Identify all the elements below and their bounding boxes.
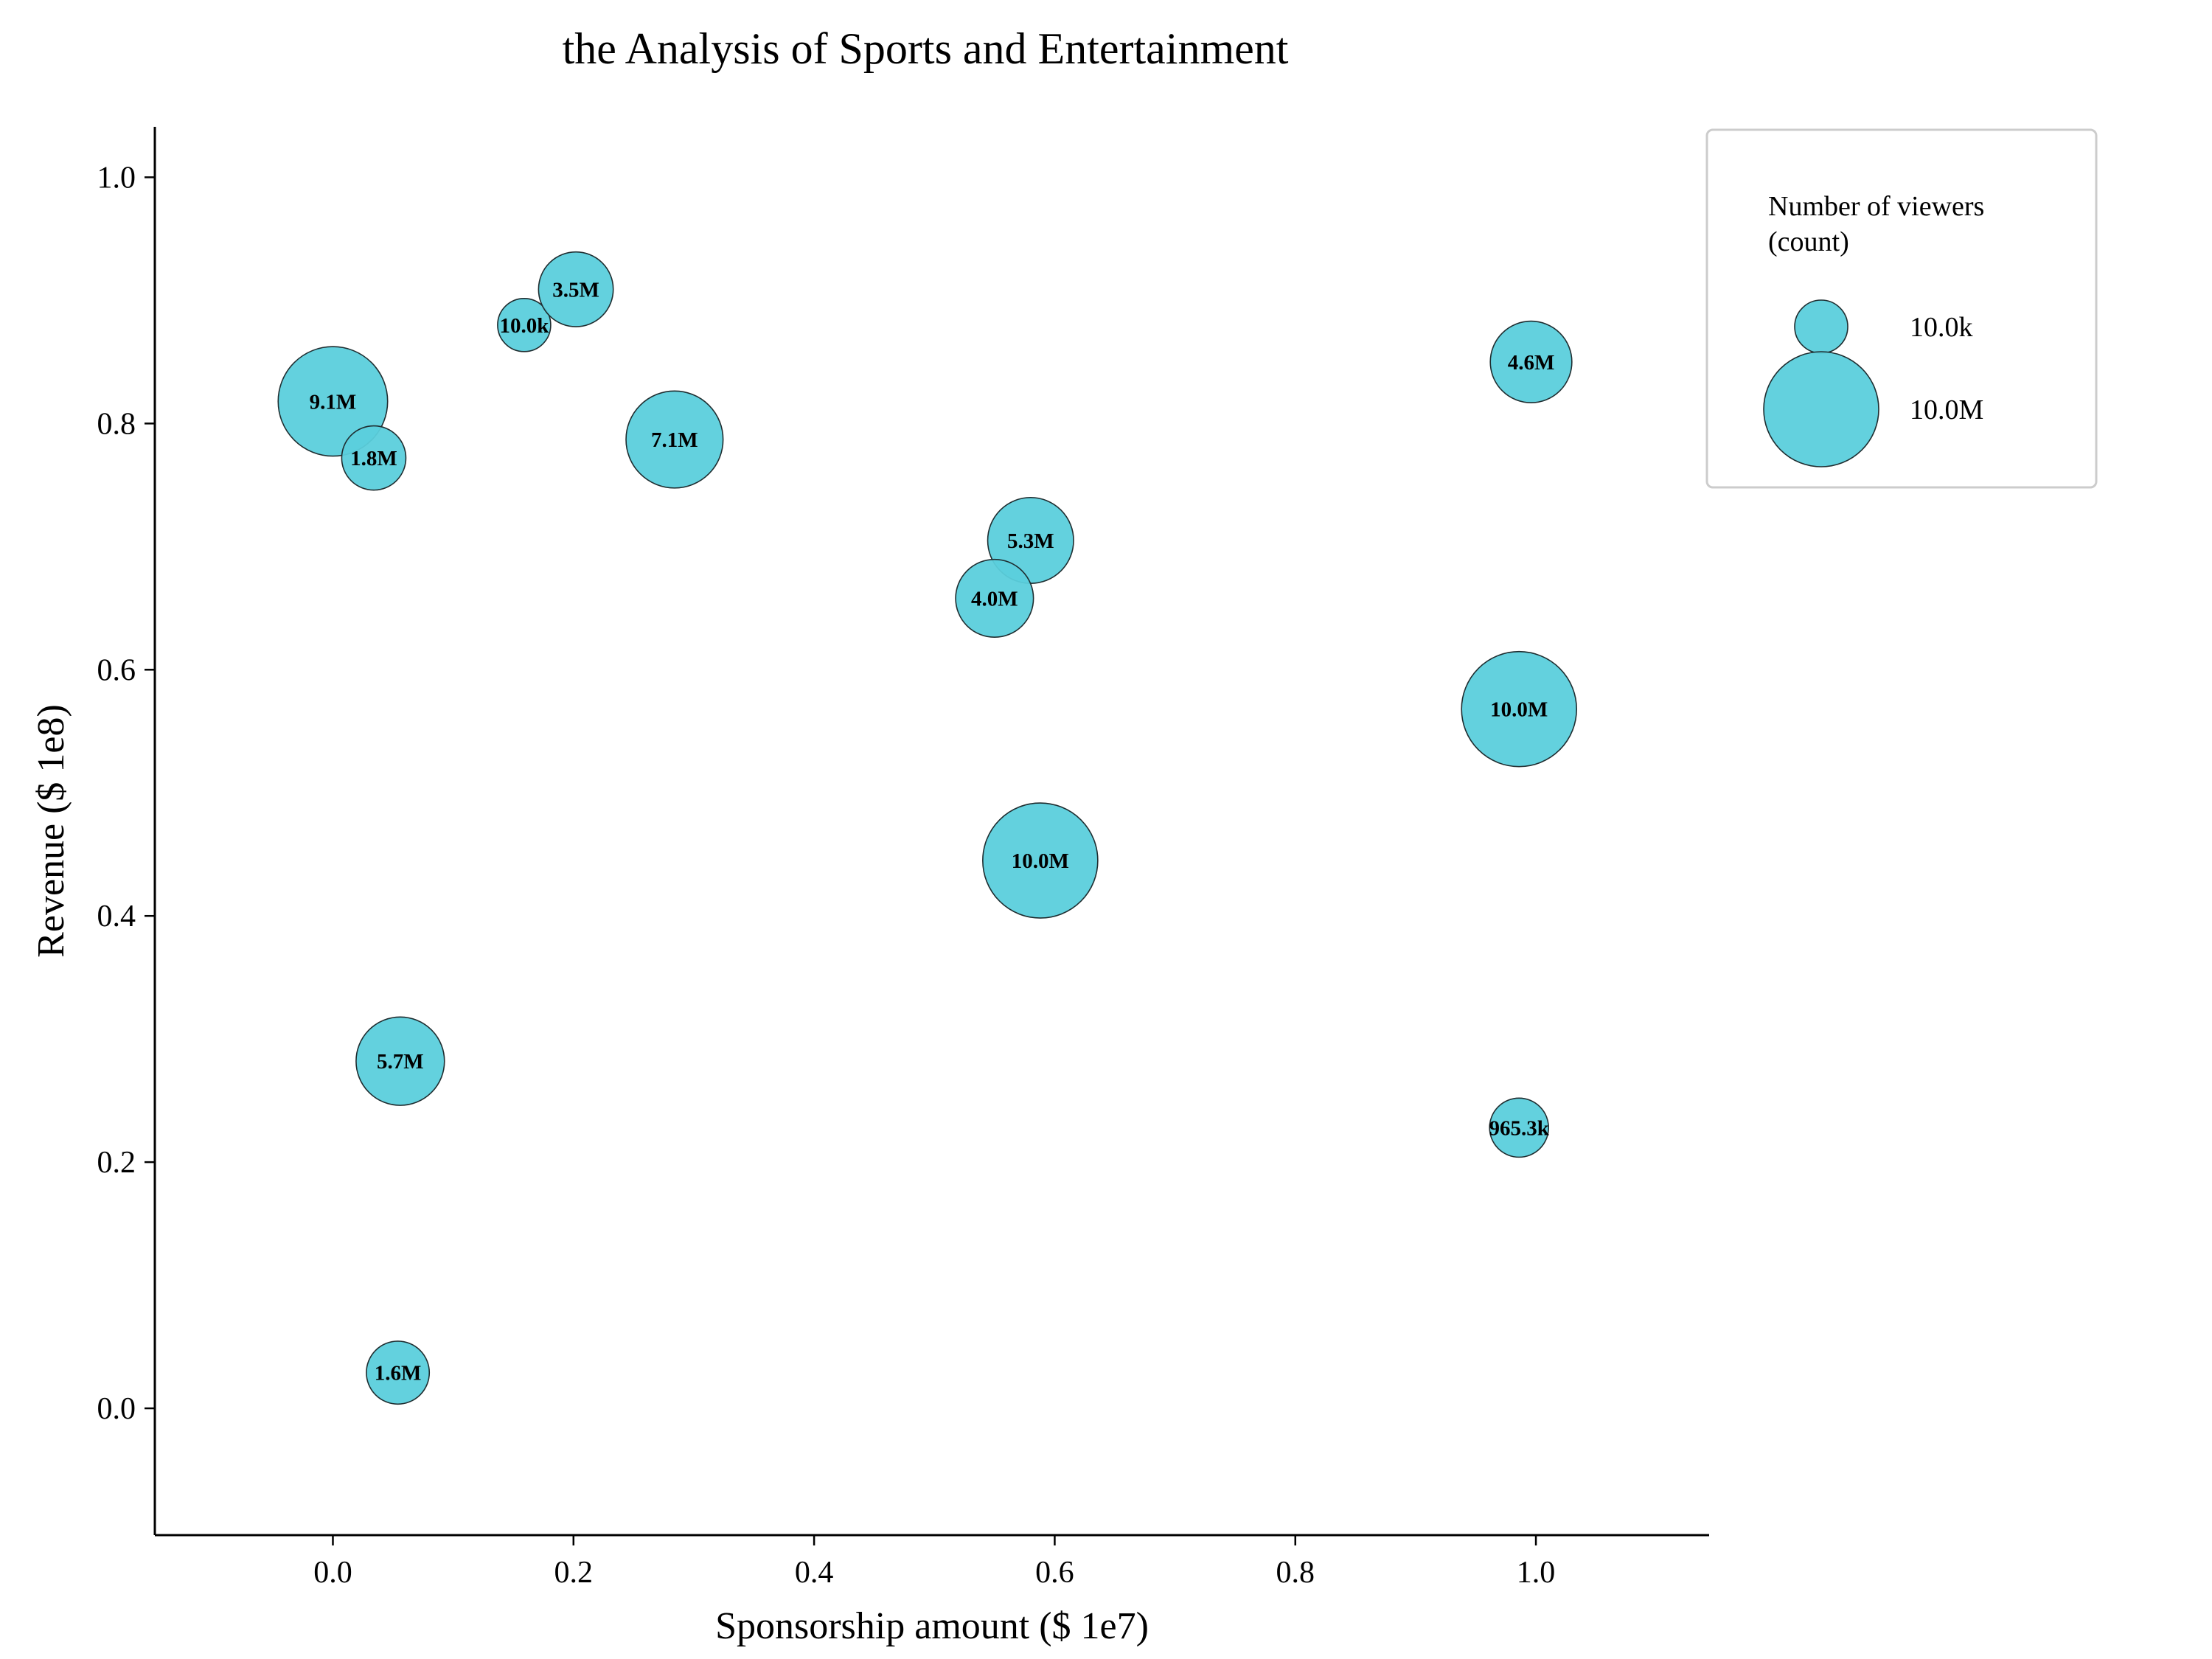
x-axis-ticks: 0.0 0.2 0.4 0.6 0.8 1.0 <box>313 1535 1555 1590</box>
x-tick-label-3: 0.6 <box>1035 1556 1074 1590</box>
bubble-2 <box>497 298 552 352</box>
y-axis-label: Revenue ($ 1e8) <box>30 704 72 958</box>
bubble-label-9: 4.6M <box>1508 351 1555 375</box>
x-tick-label-1: 0.2 <box>554 1556 594 1590</box>
x-axis-label: Sponsorship amount ($ 1e7) <box>715 1605 1149 1647</box>
legend-bubble-0 <box>1794 299 1848 354</box>
x-tick-label-2: 0.4 <box>795 1556 834 1590</box>
bubble-label-3: 3.5M <box>552 278 599 302</box>
bubble-label-1: 1.8M <box>350 447 397 470</box>
bubble-10 <box>355 1016 445 1106</box>
bubble-3 <box>538 251 614 327</box>
bubble-11 <box>1489 1097 1550 1158</box>
bubble-label-10: 5.7M <box>377 1050 424 1074</box>
legend-title-line-1: Number of viewers <box>1768 191 1984 222</box>
bubble-label-6: 4.0M <box>971 587 1018 611</box>
legend-bubble-1 <box>1763 351 1879 467</box>
bubble-layer: 9.1M 1.8M 10.0k3.5M 7.1M 5.3M 4.0M 10.0M 10.0M 4… <box>277 251 1578 1405</box>
bubble-12 <box>366 1340 431 1405</box>
y-tick-label-0: 0.0 <box>97 1392 136 1426</box>
bubble-8 <box>1461 650 1578 768</box>
bubble-label-5: 5.3M <box>1007 529 1054 553</box>
bubble-label-11: 965.3k <box>1489 1116 1550 1140</box>
bubble-label-0: 9.1M <box>310 390 357 414</box>
y-tick-label-3: 0.6 <box>97 653 136 687</box>
legend-label-1: 10.0M <box>1910 394 1983 425</box>
bubble-label-12: 1.6M <box>375 1362 422 1385</box>
legend: Number of viewers (count) 10.0k 10.0M <box>1705 128 2098 489</box>
bubble-1 <box>341 425 407 491</box>
x-tick-label-4: 0.8 <box>1276 1556 1315 1590</box>
y-tick-label-2: 0.4 <box>97 900 136 933</box>
bubble-label-8: 10.0M <box>1490 698 1548 722</box>
bubble-4 <box>625 390 724 489</box>
legend-label-0: 10.0k <box>1910 312 1973 343</box>
x-tick-label-0: 0.0 <box>313 1556 352 1590</box>
x-tick-label-5: 1.0 <box>1517 1556 1556 1590</box>
y-axis-ticks: 0.0 0.2 0.4 0.6 0.8 1.0 <box>97 161 155 1426</box>
bubble-7 <box>982 802 1099 919</box>
bubble-label-2: 10.0k <box>499 314 549 338</box>
bubble-label-7: 10.0M <box>1012 849 1069 873</box>
bubble-label-4: 7.1M <box>651 428 698 452</box>
legend-frame <box>1705 128 2098 489</box>
bubble-6 <box>955 558 1034 639</box>
chart-title: the Analysis of Sports and Entertainment <box>563 24 1289 73</box>
bubble-9 <box>1489 320 1573 403</box>
legend-title-line-2: (count) <box>1768 226 1849 257</box>
y-tick-label-4: 0.8 <box>97 407 136 441</box>
y-tick-label-1: 0.2 <box>97 1146 136 1180</box>
legend-entries: 10.0k 10.0M <box>1763 299 1983 467</box>
y-tick-label-5: 1.0 <box>97 161 136 195</box>
